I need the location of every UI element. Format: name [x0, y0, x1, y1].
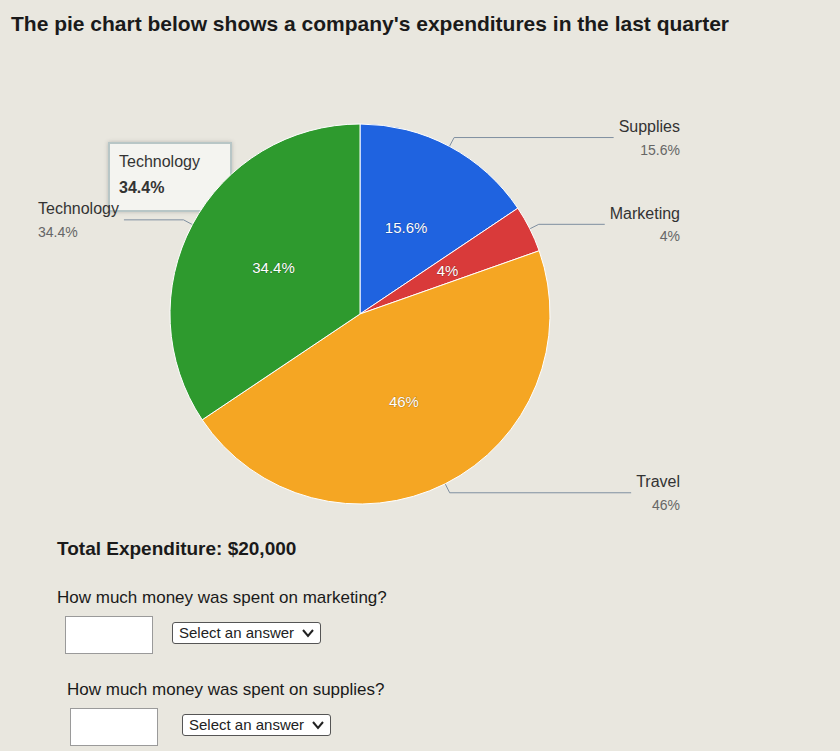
svg-text:Travel: Travel — [636, 473, 680, 490]
svg-text:46%: 46% — [652, 497, 680, 513]
svg-text:15.6%: 15.6% — [640, 142, 680, 158]
svg-text:4%: 4% — [437, 262, 459, 279]
html-text:Select an answer: Select an answer — [179, 624, 295, 641]
svg-text:15.6%: 15.6% — [385, 219, 428, 236]
html-text:Select an answer: Select an answer — [189, 716, 305, 733]
html-text:Total Expenditure: $20,000: Total Expenditure: $20,000 — [57, 538, 297, 559]
svg-text:Technology: Technology — [119, 153, 200, 170]
svg-text:34.4%: 34.4% — [119, 179, 164, 196]
svg-text:Supplies: Supplies — [619, 118, 680, 135]
html-text:How much money was spent on su: How much money was spent on supplies? — [67, 680, 385, 699]
svg-text:Marketing: Marketing — [610, 205, 680, 222]
svg-text:34.4%: 34.4% — [252, 259, 295, 276]
html-text:How much money was spent on ma: How much money was spent on marketing? — [57, 588, 387, 607]
svg-text:46%: 46% — [389, 393, 419, 410]
svg-text:The pie chart below shows a co: The pie chart below shows a company's ex… — [11, 12, 729, 35]
svg-text:34.4%: 34.4% — [38, 224, 78, 240]
svg-text:Technology: Technology — [38, 200, 119, 217]
svg-text:4%: 4% — [660, 228, 680, 244]
